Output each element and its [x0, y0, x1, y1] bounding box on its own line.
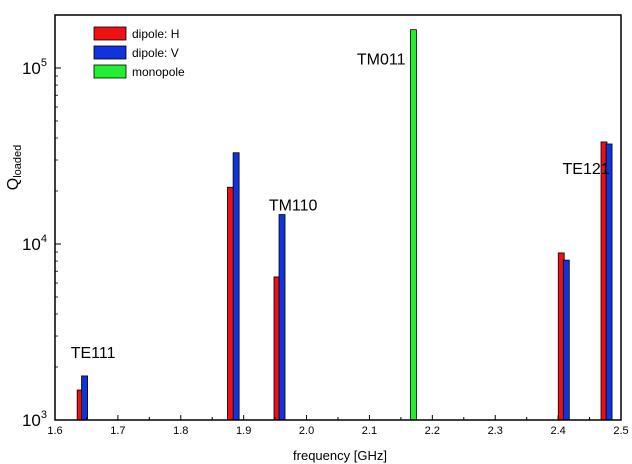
y-axis-label-sub: loaded [12, 145, 24, 178]
mode-annotation: TE111 [71, 345, 116, 362]
legend-label: dipole: V [132, 46, 179, 60]
y-axis-label: Qloaded [5, 145, 24, 191]
x-tick-label: 1.8 [173, 425, 188, 437]
bar-dipole-v-4 [605, 143, 613, 421]
legend-swatch [93, 26, 127, 41]
x-tick-label: 2.0 [299, 425, 314, 437]
x-tick-label: 2.3 [488, 425, 503, 437]
x-axis-label: frequency [GHz] [293, 448, 387, 463]
bar-dipole-h-1 [227, 186, 234, 421]
y-tick-label: 105 [22, 57, 47, 78]
bar-dipole-v-2 [278, 214, 286, 421]
y-axis-label-main: Q [5, 178, 22, 190]
mode-annotation: TE121 [563, 161, 610, 178]
legend-label: monopole [132, 65, 185, 79]
x-tick-label: 2.5 [613, 425, 628, 437]
legend-swatch [93, 45, 127, 60]
x-tick-label: 2.2 [425, 425, 440, 437]
legend-label: dipole: H [132, 27, 179, 41]
x-tick-label: 2.4 [550, 425, 565, 437]
x-tick-label: 1.7 [110, 425, 125, 437]
y-tick-label: 104 [22, 233, 47, 254]
mode-annotation: TM110 [269, 197, 318, 214]
x-tick-label: 2.1 [362, 425, 377, 437]
mode-annotation: TM011 [357, 51, 406, 68]
bar-dipole-v-3 [562, 259, 570, 421]
legend: dipole: H dipole: V monopole [88, 22, 216, 85]
bar-monopole-0 [410, 29, 417, 421]
x-tick-label: 1.9 [236, 425, 251, 437]
svg-text:Qloaded: Qloaded [5, 145, 24, 191]
bar-dipole-v-1 [232, 152, 240, 421]
y-tick-label: 103 [22, 409, 47, 430]
x-tick-label: 1.6 [47, 425, 62, 437]
legend-swatch [93, 64, 127, 79]
bar-dipole-v-0 [81, 375, 88, 421]
